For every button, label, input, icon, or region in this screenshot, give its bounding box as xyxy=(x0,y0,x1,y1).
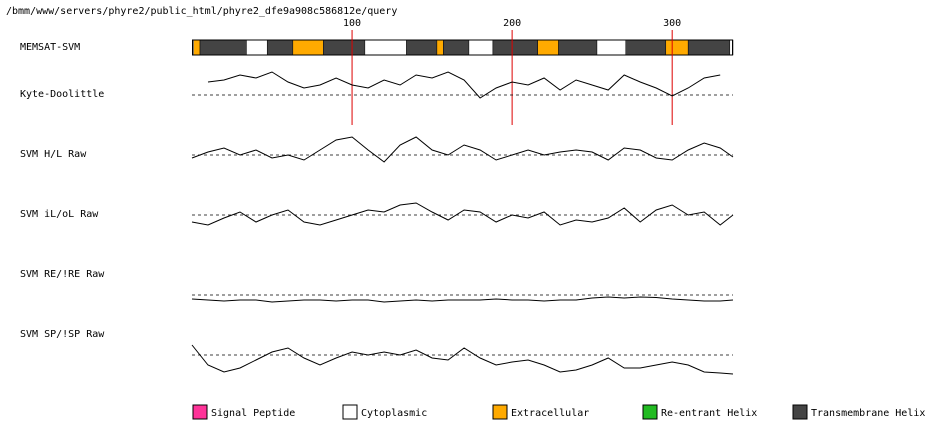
topology-segment xyxy=(537,39,559,56)
topology-segment xyxy=(322,39,366,56)
topology-segment xyxy=(596,39,627,56)
topology-segment xyxy=(625,39,667,56)
legend-label: Cytoplasmic xyxy=(361,408,427,419)
topology-segment xyxy=(406,39,438,56)
topology-segment xyxy=(443,39,470,56)
legend-swatch xyxy=(192,404,208,420)
legend-label: Transmembrane Helix xyxy=(811,408,925,419)
trace xyxy=(191,344,734,375)
x-tick-label: 300 xyxy=(663,18,681,29)
topology-segment xyxy=(193,39,201,56)
legend-swatch xyxy=(342,404,358,420)
trace xyxy=(191,296,734,303)
topology-segment xyxy=(492,39,538,56)
topology-segment xyxy=(364,39,407,56)
topology-segment xyxy=(468,39,494,56)
legend-label: Signal Peptide xyxy=(211,408,295,419)
chart-title: /bmm/www/servers/phyre2/public_html/phyr… xyxy=(6,6,397,17)
track-label: SVM SP/!SP Raw xyxy=(20,329,105,340)
topology-segment xyxy=(665,39,689,56)
x-tick-label: 100 xyxy=(343,18,361,29)
legend-swatch xyxy=(642,404,658,420)
x-tick-label: 200 xyxy=(503,18,521,29)
topology-segment xyxy=(436,39,444,56)
topology-segment xyxy=(266,39,294,56)
topology-segment xyxy=(687,39,731,56)
trace xyxy=(207,71,721,99)
legend-swatch xyxy=(492,404,508,420)
track-label: SVM RE/!RE Raw xyxy=(20,269,105,280)
topology-segment xyxy=(558,39,598,56)
topology-frame xyxy=(192,39,733,56)
track-label: SVM iL/oL Raw xyxy=(20,209,99,220)
track-label: Kyte-Doolittle xyxy=(20,89,104,100)
topology-segment xyxy=(246,39,268,56)
track-label: MEMSAT-SVM xyxy=(20,42,80,53)
topology-segment xyxy=(199,39,247,56)
legend-label: Extracellular xyxy=(511,408,589,419)
legend-swatch xyxy=(792,404,808,420)
legend-label: Re-entrant Helix xyxy=(661,408,757,419)
trace xyxy=(191,202,734,226)
track-label: SVM H/L Raw xyxy=(20,149,87,160)
topology-segment xyxy=(292,39,324,56)
trace xyxy=(191,136,734,163)
